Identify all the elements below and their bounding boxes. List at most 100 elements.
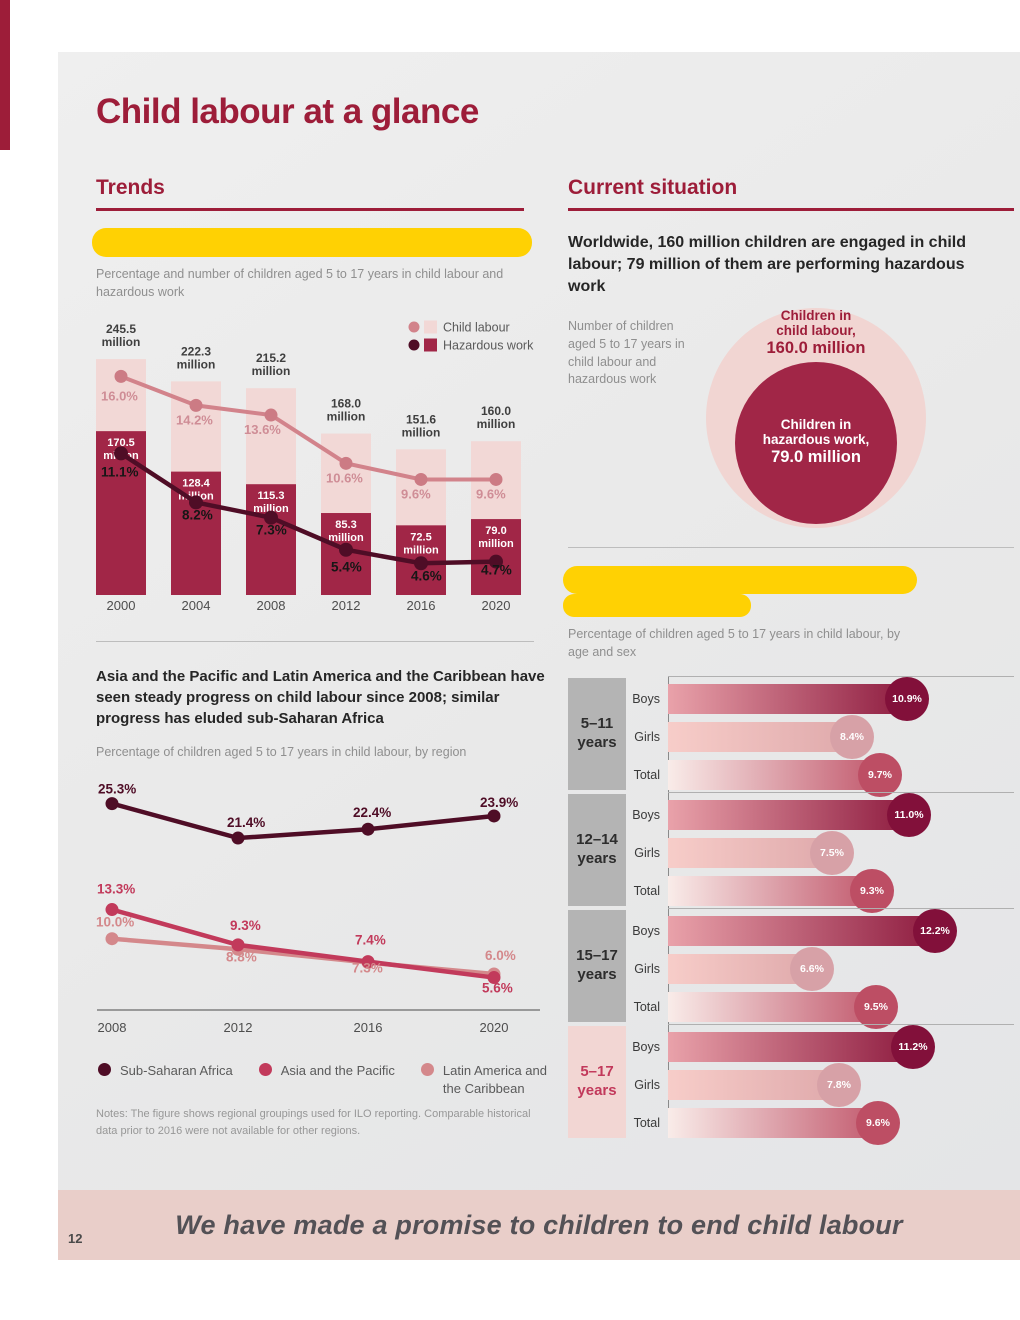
hazardous-pct-label: 4.6% xyxy=(411,568,442,583)
hazardous-point xyxy=(339,542,353,557)
child-labour-point xyxy=(264,408,278,422)
row-label: Boys xyxy=(632,692,660,706)
bar-unit-label: million xyxy=(177,357,216,371)
child-labour-legend-dot-icon xyxy=(408,321,420,333)
hbar-value-bubble: 9.5% xyxy=(854,985,898,1029)
bar-value-label: 160.0 xyxy=(481,404,511,418)
group-separator xyxy=(668,908,1014,909)
hbar xyxy=(668,1032,914,1062)
venn-caption: Number of children aged 5 to 17 years in… xyxy=(568,319,685,387)
region-notes: Notes: The figure shows regional groupin… xyxy=(96,1108,531,1137)
row-label: Total xyxy=(633,884,660,898)
bar-unit-label: million xyxy=(478,538,514,550)
hbar xyxy=(668,1108,879,1138)
child-labour-point xyxy=(414,472,428,486)
region-point xyxy=(487,809,501,823)
group-label-line1: 15–17 xyxy=(576,947,618,965)
corner-tab xyxy=(0,0,10,150)
group-label-box: 12–14 years xyxy=(568,794,626,906)
hazardous-pct-label: 7.3% xyxy=(256,523,287,538)
redaction-highlight-left xyxy=(92,228,532,257)
bar-value-label: 128.4 xyxy=(182,478,210,490)
hazardous-line xyxy=(119,451,497,566)
row-label: Total xyxy=(633,1116,660,1130)
footer-banner: We have made a promise to children to en… xyxy=(58,1190,1020,1260)
region-point xyxy=(105,903,119,917)
group-separator xyxy=(668,676,1014,677)
hbar xyxy=(668,800,910,830)
row-label: Boys xyxy=(632,1040,660,1054)
page-title: Child labour at a glance xyxy=(96,92,479,131)
region-chart-caption: Percentage of children aged 5 to 17 year… xyxy=(96,745,467,759)
child-labour-point xyxy=(489,472,503,486)
region-legend-label: Latin America and the Caribbean xyxy=(442,1063,547,1096)
child-labour-point xyxy=(114,369,128,383)
region-legend-label: Sub-Saharan Africa xyxy=(120,1063,233,1078)
regional-statement: Asia and the Pacific and Latin America a… xyxy=(96,668,545,727)
hazardous-pct-label: 11.1% xyxy=(101,464,139,479)
row-label: Girls xyxy=(634,962,660,976)
year-label: 2012 xyxy=(224,1020,253,1035)
venn-outer-line2: child labour, xyxy=(776,322,856,338)
year-label: 2012 xyxy=(332,598,361,613)
group-label-box: 5–11 years xyxy=(568,678,626,790)
bar-unit-label: million xyxy=(328,532,364,544)
year-label: 2004 xyxy=(182,598,211,613)
heading-current-situation: Current situation xyxy=(568,176,738,199)
region-pct-label: 22.4% xyxy=(353,805,391,820)
hazardous-point xyxy=(264,510,278,525)
child-labour-pct-label: 13.6% xyxy=(244,422,281,437)
heading-trends: Trends xyxy=(96,176,165,199)
venn-inner-label: Children in hazardous work, 79.0 million xyxy=(735,417,897,467)
year-label: 2016 xyxy=(407,598,436,613)
year-label: 2020 xyxy=(482,598,511,613)
year-label: 2016 xyxy=(354,1020,383,1035)
hbar-value-bubble: 10.9% xyxy=(885,677,929,721)
region-point xyxy=(361,955,375,969)
current-rule xyxy=(568,208,1014,211)
region-chart: 25.3% 21.4% 22.4% 23.9% 13.3% 9.3% 7.4% 5.6% 10.… xyxy=(96,782,540,1035)
child-labour-point xyxy=(339,456,353,470)
hbar-value-bubble: 12.2% xyxy=(913,909,957,953)
region-pct-label: 25.3% xyxy=(98,782,136,797)
region-pct-label: 21.4% xyxy=(227,815,265,830)
agesex-axis-line xyxy=(668,676,669,1138)
bar-value-label: 168.0 xyxy=(331,397,361,411)
region-pct-label: 7.4% xyxy=(355,933,386,948)
region-legend: Sub-Saharan Africa Asia and the Pacific … xyxy=(98,1062,555,1097)
bar-value-label: 72.5 xyxy=(410,531,431,543)
bar-unit-label: million xyxy=(102,335,141,349)
group-label-box: 5–17 years xyxy=(568,1026,626,1138)
hbar-value-bubble: 9.6% xyxy=(856,1101,900,1145)
region-point xyxy=(105,797,119,811)
hbar-value-bubble: 9.7% xyxy=(858,753,902,797)
hazardous-pct-label: 8.2% xyxy=(182,507,213,522)
bar-unit-label: million xyxy=(403,544,439,556)
region-line xyxy=(111,801,495,841)
hazardous-point xyxy=(114,446,128,461)
region-legend-label: Asia and the Pacific xyxy=(280,1063,395,1078)
hazardous-point xyxy=(189,495,203,510)
child-labour-pct-label: 10.6% xyxy=(326,470,363,485)
hazardous-point xyxy=(414,556,428,571)
bar-value-label: 115.3 xyxy=(258,490,285,502)
venn-inner-line1: Children in xyxy=(780,417,852,432)
bar-value-label: 245.5 xyxy=(106,322,136,336)
bar-unit-label: million xyxy=(252,364,291,378)
hbar xyxy=(668,1070,840,1100)
bar-value-label: 79.0 xyxy=(485,525,506,537)
region-pct-label: 8.8% xyxy=(226,949,257,964)
venn-inner-circle xyxy=(735,362,897,524)
hbar-value-bubble: 7.5% xyxy=(810,831,854,875)
legend-child-labour-label: Child labour xyxy=(443,321,510,335)
hazardous-bar xyxy=(246,484,296,595)
hbar xyxy=(668,954,813,984)
child-labour-point xyxy=(189,398,203,412)
venn-inner-line2: hazardous work, xyxy=(762,431,870,447)
hbar-value-bubble: 8.4% xyxy=(830,715,874,759)
region-pct-label: 13.3% xyxy=(97,882,135,897)
ssa-legend-dot-icon xyxy=(98,1063,111,1076)
region-point xyxy=(105,932,119,946)
hazardous-pct-label: 4.7% xyxy=(481,563,512,578)
